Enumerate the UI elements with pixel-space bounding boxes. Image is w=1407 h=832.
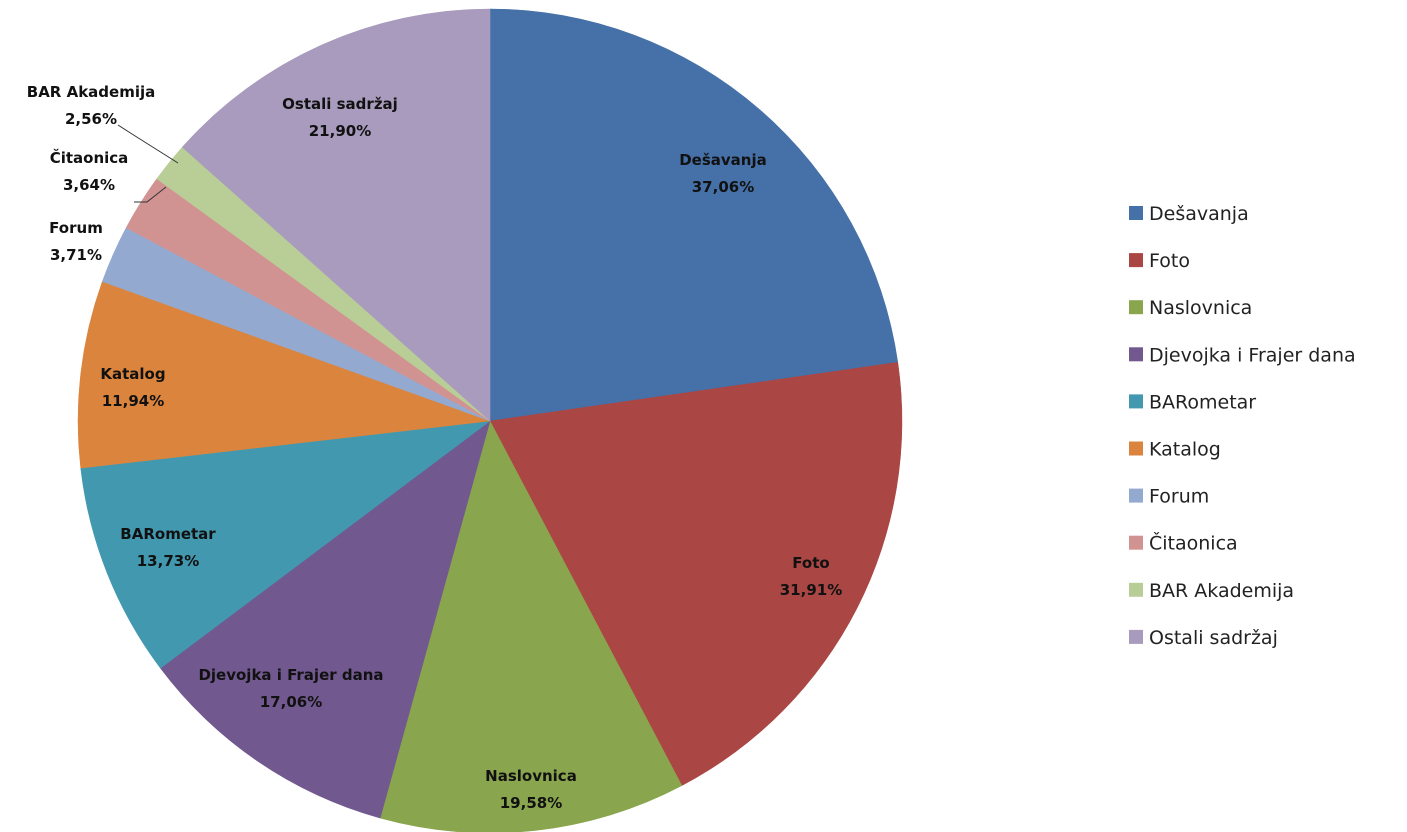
slice-label-value: 3,64%: [63, 176, 115, 194]
slice-label-name: Djevojka i Frajer dana: [198, 666, 383, 684]
slice-label-foto: Foto 31,91%: [780, 554, 842, 599]
slice-label-forum: Forum 3,71%: [49, 219, 103, 264]
legend-swatch-djevojka-i-frajer-dana: [1129, 347, 1143, 362]
slice-label-value: 11,94%: [102, 392, 164, 410]
legend-label-citaonica: Čitaonica: [1149, 531, 1238, 555]
pie-slices: [77, 8, 903, 832]
legend-swatch-forum: [1129, 488, 1143, 503]
legend-swatch-barometar: [1129, 394, 1143, 409]
leader-line-bar-akademija: [117, 124, 179, 164]
legend-label-naslovnica: Naslovnica: [1149, 297, 1252, 319]
pie-slice-katalog: [77, 281, 491, 469]
legend-swatch-naslovnica: [1129, 300, 1143, 315]
slice-label-name: Katalog: [100, 365, 165, 383]
legend-swatch-bar-akademija: [1129, 582, 1143, 597]
slice-label-name: Foto: [792, 554, 829, 572]
legend-label-katalog: Katalog: [1149, 439, 1221, 461]
legend-swatch-desavanja: [1129, 206, 1143, 220]
legend-swatch-katalog: [1129, 441, 1143, 456]
slice-label-citaonica: Čitaonica 3,64%: [50, 148, 129, 194]
legend-label-forum: Forum: [1149, 486, 1209, 508]
slice-label-desavanja: Dešavanja 37,06%: [679, 151, 767, 196]
legend-label-barometar: BARometar: [1149, 391, 1256, 413]
slice-label-katalog: Katalog 11,94%: [100, 365, 165, 410]
slice-label-naslovnica: Naslovnica 19,58%: [485, 767, 577, 812]
legend-swatch-citaonica: [1129, 535, 1143, 550]
slice-label-value: 31,91%: [780, 581, 842, 599]
legend-label-ostali-sadrzaj: Ostali sadržaj: [1149, 627, 1278, 649]
slice-label-value: 17,06%: [260, 693, 322, 711]
slice-label-djevojka-i-frajer-dana: Djevojka i Frajer dana 17,06%: [198, 666, 383, 711]
pie-slice-naslovnica: [379, 420, 683, 832]
slice-label-name: Čitaonica: [50, 148, 129, 167]
slice-label-name: BAR Akademija: [27, 83, 155, 101]
slice-label-value: 3,71%: [50, 246, 102, 264]
leader-lines: [117, 124, 179, 203]
slice-label-value: 21,90%: [309, 122, 371, 140]
legend-label-desavanja: Dešavanja: [1149, 203, 1249, 225]
pie-slice-foto: [489, 361, 903, 786]
pie-slice-desavanja: [489, 8, 899, 422]
slice-label-value: 37,06%: [692, 178, 754, 196]
slice-label-name: Ostali sadržaj: [282, 95, 398, 113]
slice-label-barometar: BARometar 13,73%: [120, 525, 216, 570]
slice-label-name: Dešavanja: [679, 151, 767, 169]
slice-label-value: 2,56%: [65, 110, 117, 128]
slice-label-ostali-sadrzaj: Ostali sadržaj 21,90%: [282, 95, 398, 140]
pie-slice-ostali-sadrzaj: [181, 8, 491, 422]
legend-swatch-foto: [1129, 253, 1143, 268]
slice-label-value: 19,58%: [500, 794, 562, 812]
leader-line-citaonica: [134, 186, 167, 203]
pie-slice-djevojka-i-frajer-dana: [160, 420, 491, 819]
legend-label-djevojka-i-frajer-dana: Djevojka i Frajer dana: [1149, 344, 1356, 366]
slice-label-value: 13,73%: [137, 552, 199, 570]
pie-slice-barometar: [80, 420, 491, 669]
legend-label-foto: Foto: [1149, 250, 1190, 272]
legend-swatch-ostali-sadrzaj: [1129, 629, 1143, 644]
slice-label-name: BARometar: [120, 525, 216, 543]
slice-labels: Dešavanja 37,06% Foto 31,91% Naslovnica 19,58…: [27, 83, 842, 812]
slice-label-bar-akademija: BAR Akademija 2,56%: [27, 83, 155, 128]
legend-label-bar-akademija: BAR Akademija: [1149, 580, 1294, 602]
slice-label-name: Naslovnica: [485, 767, 577, 785]
slice-label-name: Forum: [49, 219, 103, 237]
legend: Dešavanja Foto Naslovnica Djevojka i Frajer…: [1129, 203, 1356, 649]
